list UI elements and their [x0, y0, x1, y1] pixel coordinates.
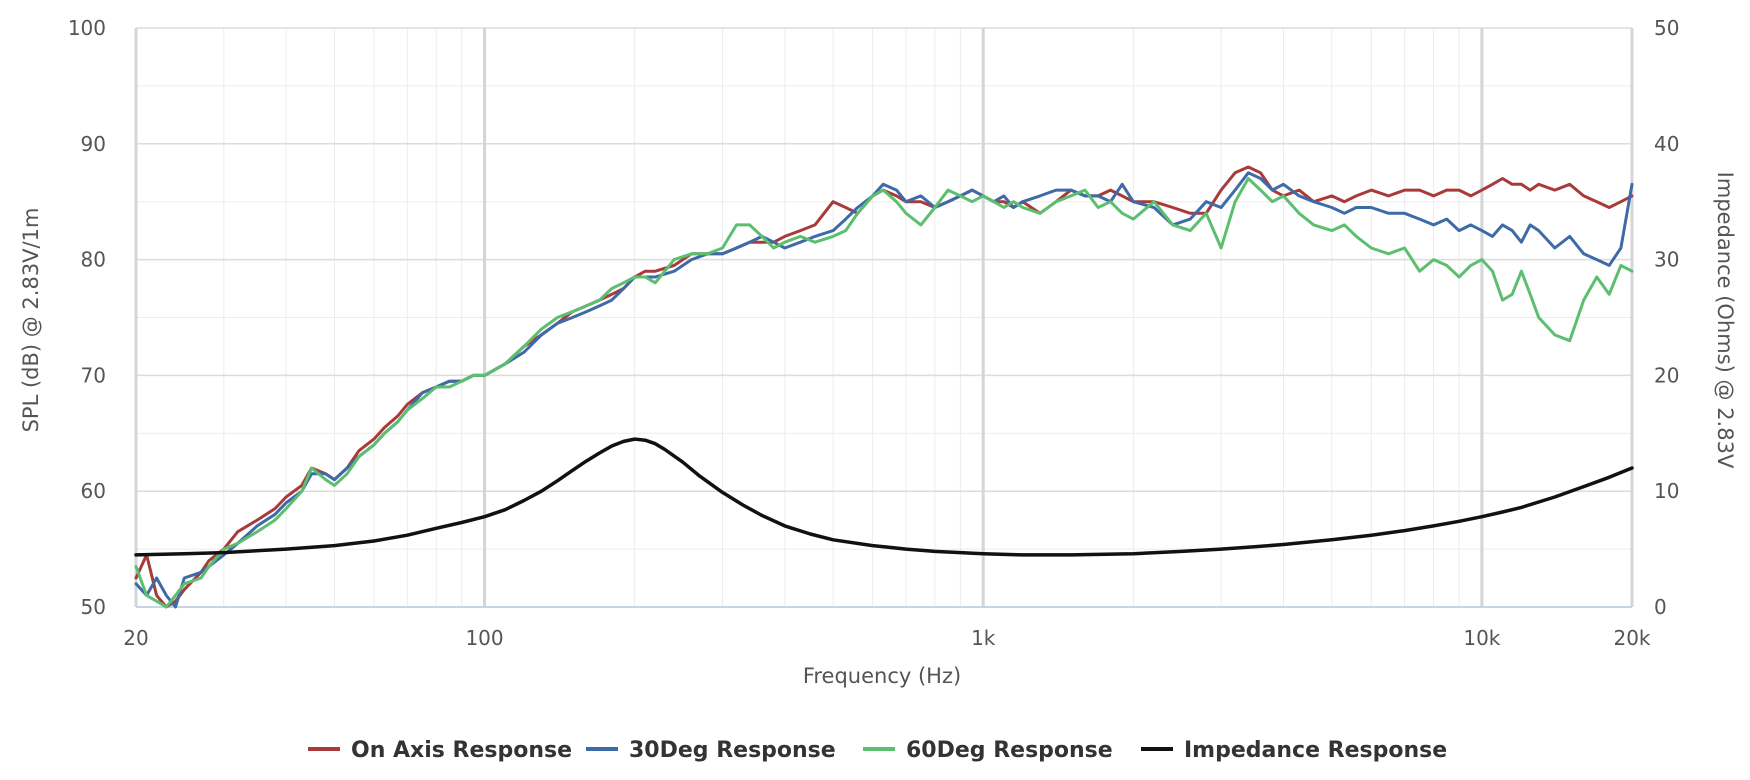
y-axis-title-left: SPL (dB) @ 2.83V/1m [19, 208, 43, 433]
y-left-tick-label: 50 [81, 595, 106, 619]
legend-label-30deg-response: 30Deg Response [629, 738, 836, 763]
y-right-tick-label: 30 [1654, 248, 1679, 272]
plot-area [134, 165, 1634, 609]
x-axis-title: Frequency (Hz) [803, 664, 961, 688]
y-left-tick-label: 70 [81, 363, 106, 387]
y-left-tick-label: 90 [81, 132, 106, 156]
y-axis-title-right: Impedance (Ohms) @ 2.83V [1713, 172, 1737, 469]
grid [134, 27, 1634, 608]
legend-label-on-axis-response: On Axis Response [351, 738, 572, 763]
legend-label-60deg-response: 60Deg Response [906, 738, 1113, 763]
y-right-tick-label: 10 [1654, 479, 1679, 503]
y-right-tick-label: 50 [1654, 16, 1679, 40]
legend: On Axis Response 30Deg Response 60Deg Resp… [308, 738, 1447, 763]
y-left-tick-label: 100 [68, 16, 106, 40]
series-line-on-axis-response [134, 165, 1634, 609]
series-line-impedance-response [134, 437, 1634, 557]
y-right-tick-label: 40 [1654, 132, 1679, 156]
y-left-tick-label: 80 [81, 248, 106, 272]
y-right-tick-label: 0 [1654, 595, 1667, 619]
x-tick-label: 100 [465, 626, 503, 650]
x-tick-label: 20k [1613, 626, 1650, 650]
series-line-60deg-response [134, 177, 1634, 609]
x-tick-label: 20 [123, 626, 148, 650]
x-tick-label: 1k [971, 626, 996, 650]
legend-label-impedance-response: Impedance Response [1184, 738, 1447, 763]
axes: 50 60 70 80 90 100 0 10 20 30 40 50 20 100 1k 10k 20k [68, 16, 1680, 650]
y-left-tick-label: 60 [81, 479, 106, 503]
x-tick-label: 10k [1463, 626, 1500, 650]
y-right-tick-label: 20 [1654, 363, 1679, 387]
